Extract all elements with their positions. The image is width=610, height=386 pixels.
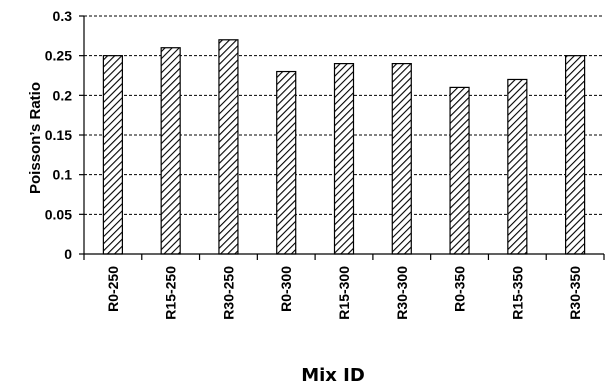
x-tick-labels: R0-250 R15-250 R30-250 R0-300 R15-300 R30-300… bbox=[105, 266, 583, 320]
x-tick-label: R0-250 bbox=[105, 266, 121, 312]
bar-R0-300 bbox=[276, 70, 297, 255]
bars bbox=[102, 39, 586, 255]
bar-R30-350 bbox=[565, 55, 586, 255]
y-tick-label: 0 bbox=[64, 246, 72, 262]
bar-R0-350 bbox=[449, 86, 470, 255]
bar-R15-250 bbox=[160, 47, 181, 255]
y-tick-label: 0.05 bbox=[45, 206, 72, 222]
x-axis-title: Mix ID bbox=[301, 365, 365, 386]
x-tick-label: R0-350 bbox=[452, 266, 468, 312]
y-tick-labels: 0 0.05 0.1 0.15 0.2 0.25 0.3 bbox=[45, 8, 72, 262]
x-tick-label: R30-300 bbox=[394, 266, 410, 320]
x-tick-label: R30-250 bbox=[220, 266, 236, 320]
y-tick-label: 0.25 bbox=[45, 48, 72, 64]
axes bbox=[79, 15, 605, 260]
x-tick-label: R30-350 bbox=[567, 266, 583, 320]
y-tick-label: 0.2 bbox=[53, 87, 73, 103]
bar-R30-250 bbox=[218, 39, 239, 255]
y-axis-title: Poisson’s Ratio bbox=[27, 82, 44, 194]
y-tick-label: 0.1 bbox=[53, 167, 73, 183]
y-tick-label: 0.3 bbox=[53, 8, 73, 24]
bar-R15-350 bbox=[507, 78, 528, 255]
y-tick-label: 0.15 bbox=[45, 127, 72, 143]
bar-R0-250 bbox=[102, 55, 123, 255]
x-tick-label: R0-300 bbox=[278, 266, 294, 312]
x-tick-label: R15-350 bbox=[509, 266, 525, 320]
bar-R15-300 bbox=[333, 62, 355, 255]
x-tick-label: R15-300 bbox=[336, 266, 352, 320]
x-tick-label: R15-250 bbox=[163, 266, 179, 320]
bar-R30-300 bbox=[391, 62, 412, 255]
